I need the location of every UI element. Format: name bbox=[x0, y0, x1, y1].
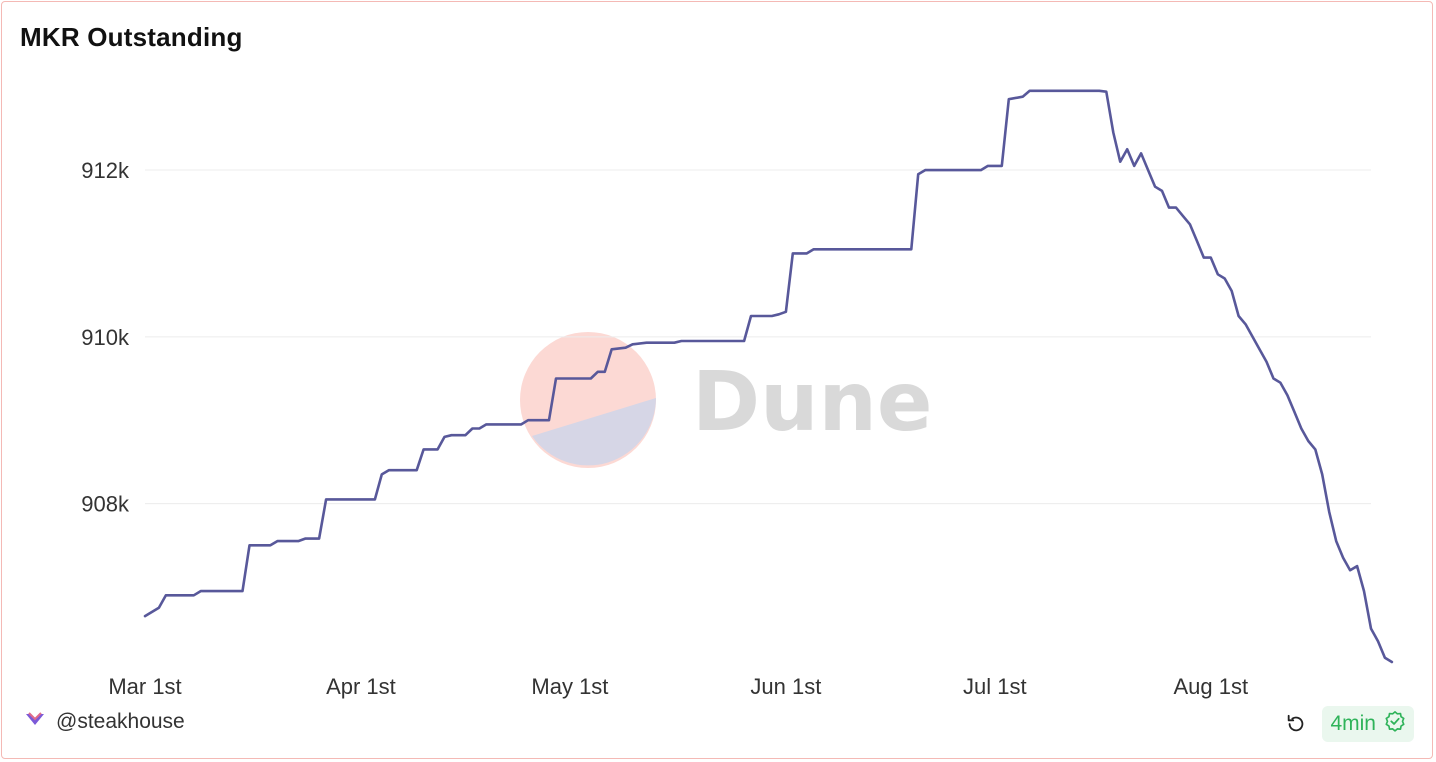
y-axis-ticks: 908k 910k 912k bbox=[81, 158, 130, 517]
x-tick-label: Jun 1st bbox=[750, 674, 821, 699]
x-tick-label: Jul 1st bbox=[963, 674, 1027, 699]
y-tick-label: 908k bbox=[81, 492, 130, 517]
watermark: Dune bbox=[520, 332, 932, 468]
x-axis-ticks: Mar 1st Apr 1st May 1st Jun 1st Jul 1st Aug 1… bbox=[108, 674, 1248, 699]
check-badge-icon bbox=[1384, 710, 1406, 738]
y-tick-label: 912k bbox=[81, 158, 130, 183]
x-tick-label: Mar 1st bbox=[108, 674, 181, 699]
refresh-icon[interactable] bbox=[1284, 712, 1308, 736]
series-layer bbox=[143, 89, 1394, 664]
x-tick-label: Aug 1st bbox=[1173, 674, 1248, 699]
refresh-age: 4min bbox=[1330, 712, 1376, 735]
chart-title: MKR Outstanding bbox=[20, 22, 243, 52]
watermark-circle-lower bbox=[532, 398, 656, 466]
author-info[interactable]: @steakhouse bbox=[24, 710, 185, 734]
x-tick-label: Apr 1st bbox=[326, 674, 396, 699]
watermark-text: Dune bbox=[692, 355, 932, 450]
refresh-age-badge[interactable]: 4min bbox=[1322, 706, 1414, 742]
gridlines bbox=[145, 169, 1371, 505]
y-tick-label: 910k bbox=[81, 325, 130, 350]
refresh-status: 4min bbox=[1284, 706, 1414, 742]
x-tick-label: May 1st bbox=[531, 674, 608, 699]
author-name[interactable]: @steakhouse bbox=[56, 710, 185, 733]
steakhouse-logo-icon bbox=[24, 711, 46, 734]
series-line bbox=[143, 89, 1394, 664]
